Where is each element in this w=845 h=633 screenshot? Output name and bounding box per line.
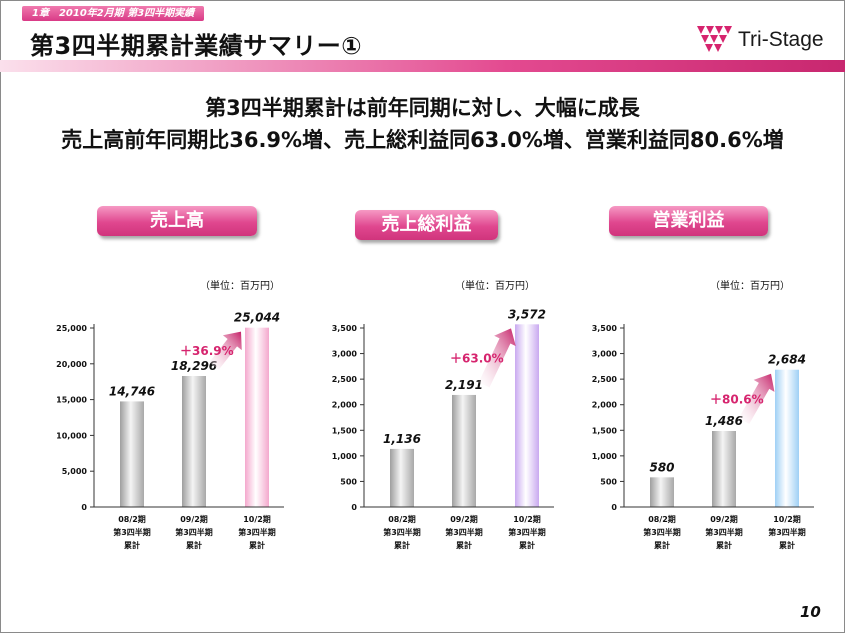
bar bbox=[120, 401, 144, 507]
bar-value-label: 580 bbox=[649, 460, 674, 474]
category-label: 10/2期 bbox=[773, 514, 801, 524]
y-tick-label: 1,500 bbox=[592, 426, 618, 435]
growth-label: ＋36.9% bbox=[180, 344, 234, 358]
growth-arrow-icon bbox=[209, 331, 242, 370]
headline-line-1: 第3四半期累計は前年同期に対し、大幅に成長 bbox=[205, 96, 640, 120]
category-label: 08/2期 bbox=[388, 514, 416, 524]
category-label: 第3四半期 bbox=[643, 527, 681, 537]
chart-sales: 0 5,000 10,000 15,000 20,000 25,000 14,746 08/2… bbox=[30, 300, 290, 590]
y-tick-label: 1,500 bbox=[332, 426, 358, 435]
y-tick-label: 15,000 bbox=[56, 396, 87, 405]
bar bbox=[452, 394, 476, 507]
bar bbox=[712, 431, 736, 507]
title-divider-bar bbox=[0, 60, 845, 72]
y-tick-label: 500 bbox=[340, 477, 357, 486]
category-label: 10/2期 bbox=[513, 514, 541, 524]
category-label: 第3四半期 bbox=[768, 527, 806, 537]
category-label: 第3四半期 bbox=[175, 527, 213, 537]
y-tick-label: 3,500 bbox=[332, 324, 358, 333]
bar-highlight bbox=[515, 324, 539, 507]
y-tick-label: 10,000 bbox=[56, 431, 87, 440]
category-label: 第3四半期 bbox=[705, 527, 743, 537]
y-tick-label: 2,000 bbox=[332, 401, 358, 410]
bar-value-label: 14,746 bbox=[109, 384, 155, 398]
category-label: 第3四半期 bbox=[508, 527, 546, 537]
y-tick-label: 500 bbox=[600, 477, 617, 486]
headline-line-2: 売上高前年同期比36.9%増、売上総利益同63.0%増、営業利益同80.6%増 bbox=[61, 128, 784, 152]
bar-highlight bbox=[245, 327, 269, 507]
y-tick-label: 0 bbox=[611, 503, 617, 512]
chart-tab-sales: 売上高 bbox=[97, 206, 257, 236]
growth-label: ＋80.6% bbox=[710, 392, 764, 406]
page-number: 10 bbox=[800, 603, 821, 621]
bar bbox=[390, 448, 414, 507]
chart-gross-profit: 0 500 1,000 1,500 2,000 2,500 3,000 3,500 1,136 0… bbox=[300, 300, 560, 590]
bar-value-label: 1,136 bbox=[383, 432, 421, 446]
chart-tab-operating-profit: 営業利益 bbox=[609, 206, 768, 236]
category-label: 累計 bbox=[716, 540, 732, 550]
category-label: 10/2期 bbox=[243, 514, 271, 524]
y-tick-label: 25,000 bbox=[56, 324, 87, 333]
category-label: 累計 bbox=[124, 540, 140, 550]
growth-label: ＋63.0% bbox=[450, 352, 504, 366]
category-label: 09/2期 bbox=[710, 514, 738, 524]
bar-value-label: 18,296 bbox=[171, 359, 217, 373]
category-label: 累計 bbox=[654, 540, 670, 550]
category-label: 09/2期 bbox=[450, 514, 478, 524]
bar-value-label: 2,191 bbox=[445, 378, 483, 392]
y-tick-label: 3,000 bbox=[592, 350, 618, 359]
category-label: 第3四半期 bbox=[238, 527, 276, 537]
category-label: 累計 bbox=[394, 540, 410, 550]
chapter-tag: 1章 2010年2月期 第3四半期実績 bbox=[22, 6, 205, 21]
category-label: 第3四半期 bbox=[445, 527, 483, 537]
category-label: 累計 bbox=[519, 540, 535, 550]
growth-arrow-icon bbox=[738, 373, 775, 424]
category-label: 08/2期 bbox=[648, 514, 676, 524]
unit-label-operating-profit: （単位：百万円） bbox=[710, 281, 790, 292]
page-title: 第3四半期累計業績サマリー① bbox=[30, 32, 363, 60]
y-tick-label: 3,000 bbox=[332, 350, 358, 359]
y-tick-label: 2,500 bbox=[332, 375, 358, 384]
category-label: 第3四半期 bbox=[113, 527, 151, 537]
logo-mark-icon bbox=[697, 26, 732, 52]
bar bbox=[650, 477, 674, 507]
chart-tab-gross-profit: 売上総利益 bbox=[355, 210, 498, 240]
chart-operating-profit: 0 500 1,000 1,500 2,000 2,500 3,000 3,500 580 08/… bbox=[560, 300, 820, 590]
category-label: 09/2期 bbox=[180, 514, 208, 524]
y-tick-label: 2,500 bbox=[592, 375, 618, 384]
y-tick-label: 0 bbox=[81, 503, 87, 512]
y-tick-label: 1,000 bbox=[592, 452, 618, 461]
unit-label-sales: （単位：百万円） bbox=[200, 281, 280, 292]
bar-highlight bbox=[775, 369, 799, 507]
bar-value-label: 2,684 bbox=[768, 353, 806, 367]
company-logo: Tri-Stage bbox=[695, 22, 830, 56]
category-label: 08/2期 bbox=[118, 514, 146, 524]
y-tick-label: 0 bbox=[351, 503, 357, 512]
bar-value-label: 3,572 bbox=[508, 307, 546, 321]
category-label: 累計 bbox=[186, 540, 202, 550]
bar bbox=[182, 376, 206, 507]
y-tick-label: 5,000 bbox=[62, 467, 88, 476]
category-label: 累計 bbox=[779, 540, 795, 550]
y-tick-label: 20,000 bbox=[56, 360, 87, 369]
category-label: 第3四半期 bbox=[383, 527, 421, 537]
unit-label-gross-profit: （単位：百万円） bbox=[455, 281, 535, 292]
bar-value-label: 25,044 bbox=[234, 311, 280, 325]
category-label: 累計 bbox=[249, 540, 265, 550]
logo-text: Tri-Stage bbox=[738, 28, 824, 51]
y-tick-label: 3,500 bbox=[592, 324, 618, 333]
y-tick-label: 2,000 bbox=[592, 401, 618, 410]
y-tick-label: 1,000 bbox=[332, 452, 358, 461]
category-label: 累計 bbox=[456, 540, 472, 550]
bar-value-label: 1,486 bbox=[705, 414, 743, 428]
growth-arrow-icon bbox=[478, 328, 516, 388]
